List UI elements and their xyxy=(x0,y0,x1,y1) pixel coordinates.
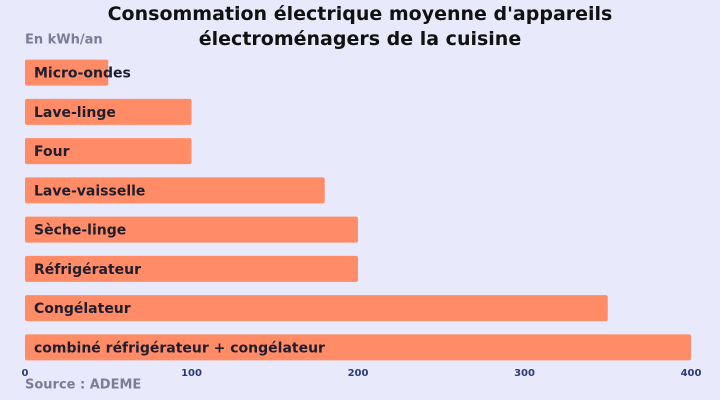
subtitle: En kWh/an xyxy=(25,33,103,48)
category-label: Congélateur xyxy=(34,301,131,317)
bar xyxy=(25,334,691,361)
bar xyxy=(25,98,192,125)
category-label: Réfrigérateur xyxy=(34,262,141,278)
bar xyxy=(25,255,358,282)
bar xyxy=(25,177,325,204)
category-label: Lave-linge xyxy=(34,105,116,121)
x-tick-label: 300 xyxy=(514,368,535,379)
bar xyxy=(25,216,358,243)
category-label: Lave-vaisselle xyxy=(34,183,145,199)
category-label: combiné réfrigérateur + congélateur xyxy=(34,340,325,356)
chart-title: Consommation électrique moyenne d'appare… xyxy=(107,3,613,50)
x-tick-label: 200 xyxy=(348,368,369,379)
x-tick-label: 100 xyxy=(181,368,202,379)
bar xyxy=(25,295,608,322)
bar xyxy=(25,59,109,86)
x-tick-label: 400 xyxy=(681,368,702,379)
category-label: Four xyxy=(34,144,70,160)
category-label: Micro-ondes xyxy=(34,66,131,82)
category-label: Sèche-linge xyxy=(34,223,126,239)
bar xyxy=(25,138,192,165)
source: Source : ADEME xyxy=(25,378,141,393)
x-tick-label: 0 xyxy=(22,368,29,379)
